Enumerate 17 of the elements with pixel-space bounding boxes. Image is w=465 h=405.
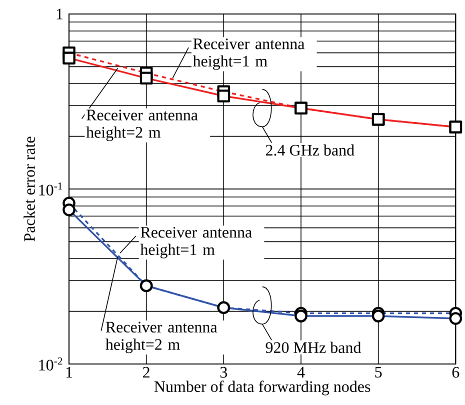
x-axis-title: Number of data forwarding nodes xyxy=(154,380,370,396)
annotation: Receiver antenna height=2 m xyxy=(106,322,218,354)
annotation: 920 MHz band xyxy=(266,342,362,353)
x-tick-label: 2 xyxy=(143,366,150,378)
x-tick-label: 3 xyxy=(220,366,228,378)
y-tick-label: 10$^{-1}$ xyxy=(39,182,62,196)
y-axis-title: Packet error rate xyxy=(24,136,35,242)
annotation: Receiver antenna height=1 m xyxy=(192,38,305,70)
annotation: Receiver antenna height=2 m xyxy=(86,110,198,142)
annotation: 2.4 GHz band xyxy=(266,144,354,156)
x-tick-label: 1 xyxy=(66,366,72,378)
annotation: Receiver antenna height=1 m xyxy=(140,226,252,258)
x-tick-label: 5 xyxy=(375,366,382,378)
y-tick-label: 10$^{-2}$ xyxy=(39,357,62,371)
x-tick-label: 4 xyxy=(297,366,305,378)
y-tick-label: 1 xyxy=(56,8,62,20)
x-tick-label: 6 xyxy=(452,366,460,378)
